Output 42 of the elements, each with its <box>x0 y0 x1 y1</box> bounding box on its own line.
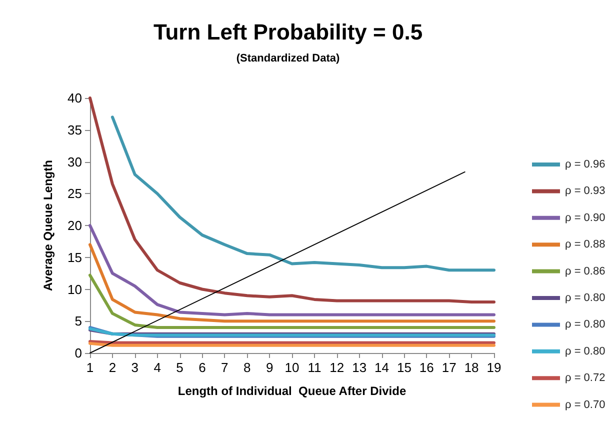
x-axis-title: Length of Individual Queue After Divide <box>178 384 406 398</box>
y-tick-label: 30 <box>68 154 82 170</box>
legend-label: ρ = 0.70 <box>565 398 606 411</box>
y-axis-title: Average Queue Length <box>41 160 55 291</box>
legend-label: ρ = 0.80 <box>565 318 606 331</box>
x-tick-label: 18 <box>464 360 479 375</box>
y-tick-label: 15 <box>68 250 82 265</box>
x-tick-label: 15 <box>396 360 412 375</box>
x-tick-label: 19 <box>486 360 502 375</box>
x-tick-label: 11 <box>308 360 322 375</box>
legend-label: ρ = 0.93 <box>565 185 606 198</box>
x-tick-label: 1 <box>86 360 94 375</box>
legend-label: ρ = 0.80 <box>565 292 606 304</box>
x-tick-label: 7 <box>221 360 228 375</box>
x-tick-label: 9 <box>266 360 274 375</box>
x-tick-label: 12 <box>330 360 344 375</box>
x-tick-label: 4 <box>154 360 161 375</box>
y-tick-label: 35 <box>68 122 82 138</box>
y-tick-label: 20 <box>68 218 82 233</box>
legend-label: ρ = 0.88 <box>565 238 606 251</box>
legend-label: ρ = 0.72 <box>565 372 606 384</box>
x-tick-label: 6 <box>198 360 206 375</box>
y-tick-label: 5 <box>74 314 82 329</box>
legend-label: ρ = 0.96 <box>565 158 606 170</box>
chart-subtitle: (Standardized Data) <box>236 52 340 64</box>
y-tick-label: 10 <box>68 282 82 297</box>
legend-label: ρ = 0.86 <box>565 265 606 278</box>
x-tick-label: 2 <box>108 360 116 375</box>
y-tick-label: 40 <box>68 90 82 106</box>
x-tick-label: 8 <box>243 360 251 375</box>
chart-title: Turn Left Probability = 0.5 <box>153 20 423 44</box>
x-tick-label: 3 <box>131 360 139 375</box>
x-tick-label: 13 <box>352 360 367 375</box>
legend-label: ρ = 0.90 <box>565 212 606 224</box>
x-tick-label: 16 <box>419 360 434 375</box>
x-tick-label: 14 <box>374 360 390 375</box>
x-tick-label: 10 <box>284 360 300 375</box>
y-tick-label: 0 <box>74 346 82 360</box>
x-tick-label: 17 <box>442 360 456 375</box>
y-tick-label: 25 <box>68 186 82 202</box>
legend-label: ρ = 0.80 <box>565 345 606 358</box>
x-tick-label: 5 <box>176 360 184 375</box>
